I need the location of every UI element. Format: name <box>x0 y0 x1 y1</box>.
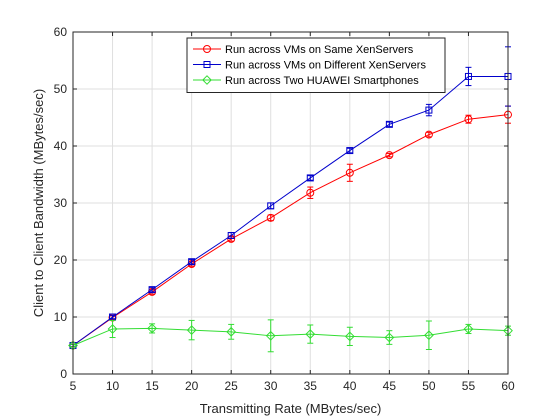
error-bar <box>425 131 432 138</box>
data-point <box>464 115 473 124</box>
error-bar <box>346 163 353 182</box>
data-point <box>188 258 196 266</box>
legend-label: Run across VMs on Same XenServers <box>225 44 414 56</box>
ticks: 5 10 15 20 25 30 35 40 45 50 55 60 0 10 20 30 40 50 60 <box>54 25 515 393</box>
y-tick-label: 10 <box>54 310 68 324</box>
y-tick-label: 60 <box>54 25 68 39</box>
error-bar <box>465 66 472 87</box>
legend-item: Run across VMs on Different XenServers <box>193 60 426 72</box>
data-point <box>384 332 395 343</box>
error-bar <box>188 319 195 341</box>
error-bar <box>346 147 353 154</box>
data-point <box>463 324 474 334</box>
data-point <box>345 168 354 177</box>
error-bar <box>425 320 432 350</box>
y-axis-label: Client to Client Bandwidth (MBytes/sec) <box>31 89 46 317</box>
data-point <box>305 329 316 340</box>
data-point <box>464 72 472 80</box>
data-point <box>226 326 237 337</box>
x-tick-label: 20 <box>185 379 199 393</box>
error-bar <box>267 319 274 353</box>
x-tick-label: 15 <box>145 379 159 393</box>
legend-item: Run across Two HUAWEI Smartphones <box>193 75 419 87</box>
legend-item: Run across VMs on Same XenServers <box>193 44 414 56</box>
data-point <box>148 286 156 294</box>
legend-box <box>186 37 446 93</box>
y-tick-label: 30 <box>54 196 68 210</box>
data-point <box>306 174 314 182</box>
data-point <box>346 147 354 155</box>
data-point <box>424 330 434 341</box>
legend-label: Run across VMs on Different XenServers <box>225 60 426 72</box>
data-point <box>186 325 197 336</box>
data-point <box>385 120 393 128</box>
data-point <box>265 330 276 341</box>
legend-marker <box>202 75 212 85</box>
legend-marker <box>203 45 211 53</box>
x-tick-label: 30 <box>264 379 278 393</box>
x-tick-label: 60 <box>501 379 515 393</box>
data-point <box>425 106 433 114</box>
data-point <box>266 213 275 222</box>
error-bar <box>307 324 314 344</box>
error-bar <box>228 323 235 340</box>
x-tick-label: 50 <box>422 379 436 393</box>
x-tick-label: 35 <box>304 379 318 393</box>
x-tick-label: 25 <box>225 379 239 393</box>
error-bar <box>386 121 393 128</box>
series-line <box>72 75 508 346</box>
data-point <box>306 188 315 197</box>
x-tick-label: 55 <box>462 379 476 393</box>
data-point <box>107 324 118 334</box>
data-point <box>385 151 394 160</box>
error-bar <box>425 103 432 117</box>
data-point <box>267 202 275 210</box>
y-tick-label: 50 <box>54 82 68 96</box>
legend: Run across VMs on Same XenServers Run acr… <box>186 37 446 93</box>
x-axis-label: Transmitting Rate (MBytes/sec) <box>200 401 382 416</box>
x-tick-label: 5 <box>70 379 77 393</box>
y-tick-label: 20 <box>54 253 68 267</box>
error-bar <box>346 326 353 346</box>
series-line <box>72 114 509 346</box>
data-point <box>424 130 433 139</box>
x-tick-label: 10 <box>106 379 120 393</box>
data-point <box>227 231 235 239</box>
error-bar <box>109 319 116 339</box>
x-tick-label: 45 <box>383 379 397 393</box>
series-line <box>72 327 509 346</box>
error-bar <box>109 314 116 320</box>
error-bar <box>188 258 195 265</box>
x-tick-label: 40 <box>343 379 357 393</box>
legend-marker <box>203 61 211 68</box>
data-point <box>344 331 355 342</box>
error-bar <box>386 152 393 158</box>
y-tick-label: 40 <box>54 139 68 153</box>
data-point <box>147 323 157 334</box>
y-tick-label: 0 <box>60 367 67 381</box>
error-bar <box>307 175 314 181</box>
error-bar <box>149 286 156 293</box>
series-3 <box>68 319 513 353</box>
legend-label: Run across Two HUAWEI Smartphones <box>225 75 419 87</box>
